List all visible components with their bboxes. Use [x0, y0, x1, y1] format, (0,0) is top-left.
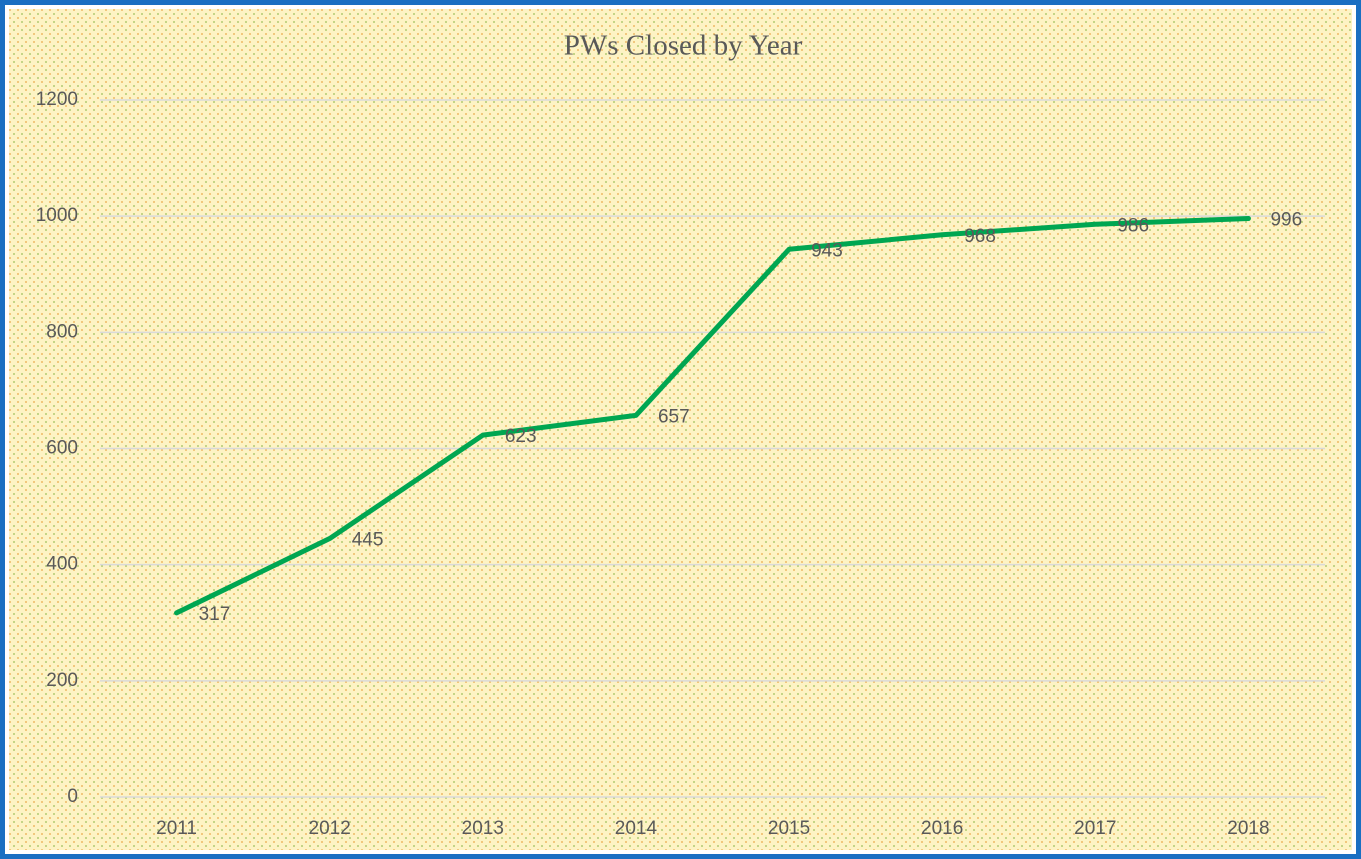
line-series [174, 215, 1251, 616]
y-tick-label: 800 [46, 321, 78, 342]
y-tick-label: 400 [46, 554, 78, 575]
data-label: 943 [811, 240, 843, 261]
y-tick-label: 600 [46, 438, 78, 459]
x-tick-label: 2014 [615, 818, 658, 839]
data-label: 317 [199, 604, 231, 625]
chart-title: PWs Closed by Year [564, 30, 803, 62]
x-tick-label: 2012 [309, 818, 351, 839]
y-tick-label: 200 [46, 670, 78, 691]
x-tick-label: 2016 [921, 818, 963, 839]
x-tick-label: 2018 [1227, 818, 1269, 839]
data-label: 968 [964, 226, 996, 247]
chart-background [9, 9, 1352, 850]
data-label: 996 [1270, 210, 1302, 231]
x-tick-label: 2015 [768, 818, 810, 839]
data-label: 623 [505, 426, 537, 447]
data-label: 986 [1117, 215, 1149, 236]
y-tick-label: 0 [67, 786, 78, 807]
y-tick-label: 1000 [36, 205, 78, 226]
x-tick-label: 2017 [1074, 818, 1116, 839]
data-label: 657 [658, 406, 690, 427]
y-tick-label: 1200 [36, 89, 78, 110]
data-label: 445 [352, 530, 384, 551]
x-tick-label: 2011 [156, 818, 197, 839]
x-tick-label: 2013 [462, 818, 504, 839]
